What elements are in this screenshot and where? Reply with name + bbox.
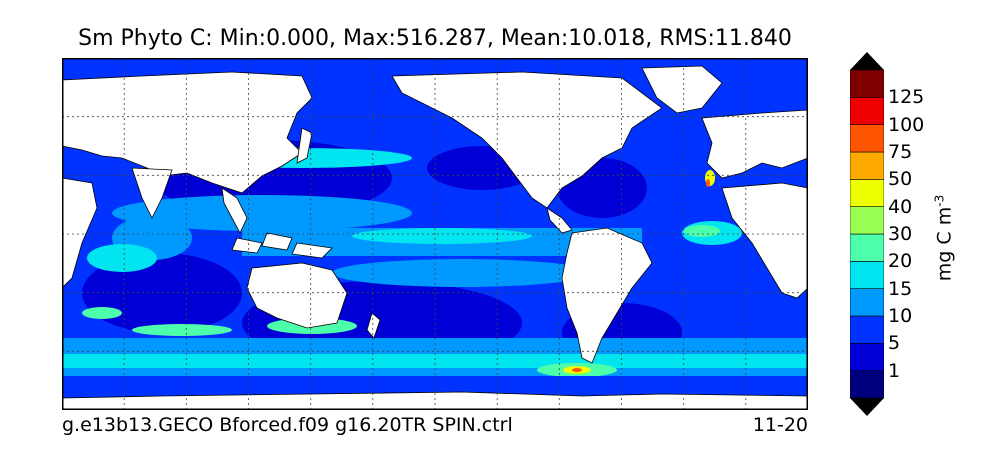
coastal-extremes (572, 179, 710, 372)
colorbar (850, 52, 884, 416)
date-range: 11-20 (752, 414, 808, 436)
colorbar-tick-label: 15 (888, 277, 913, 300)
colorbar-segment (850, 124, 884, 153)
colorbar-tick-label: 125 (888, 86, 925, 109)
map-frame (62, 58, 808, 410)
colorbar-tick-label: 100 (888, 113, 925, 136)
colorbar-extend-max (850, 52, 884, 70)
colorbar-segment (850, 233, 884, 262)
colorbar-tick-label: 50 (888, 168, 913, 191)
colorbar-segment (850, 315, 884, 344)
colorbar-tick-label: 30 (888, 223, 913, 245)
colorbar-segment (850, 179, 884, 207)
colorbar-extend-min (850, 398, 884, 416)
colorbar-tick-label: 10 (888, 305, 913, 327)
units-text: mg C m (933, 206, 956, 282)
colorbar-tick-label: 20 (888, 250, 913, 273)
plot-title: Sm Phyto C: Min:0.000, Max:516.287, Mean… (78, 26, 792, 51)
colorbar-segment (850, 370, 884, 399)
case-name: g.e13b13.GECO Bforced.f09 g16.20TR SPIN.… (62, 414, 513, 436)
land-masses (62, 65, 808, 410)
ocean-field-map (62, 58, 808, 410)
colorbar-segment (850, 151, 884, 180)
colorbar-segment (850, 261, 884, 289)
colorbar-segment (850, 288, 884, 317)
arctic-band (62, 58, 808, 76)
colorbar-segment (850, 206, 884, 235)
units-exponent: -3 (932, 194, 947, 207)
colorbar-tick-label: 1 (888, 359, 901, 382)
colorbar-tick-label: 40 (888, 195, 913, 218)
colorbar-units: mg C m-3 (932, 195, 955, 281)
colorbar-segment (850, 343, 884, 371)
colorbar-segment (850, 97, 884, 125)
colorbar-tick-label: 75 (888, 141, 913, 163)
colorbar-segment (850, 69, 884, 98)
gridlines (62, 58, 808, 410)
colorbar-tick-label: 5 (888, 332, 901, 355)
